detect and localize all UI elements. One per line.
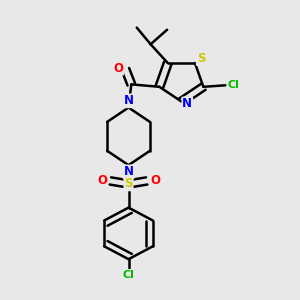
Text: O: O [97,173,107,187]
Text: S: S [197,52,205,65]
Text: S: S [124,178,133,190]
Text: Cl: Cl [227,80,239,90]
Text: Cl: Cl [123,270,134,280]
Text: N: N [182,98,192,110]
Text: N: N [124,94,134,107]
Text: N: N [124,165,134,178]
Text: O: O [113,62,123,75]
Text: O: O [150,173,160,187]
